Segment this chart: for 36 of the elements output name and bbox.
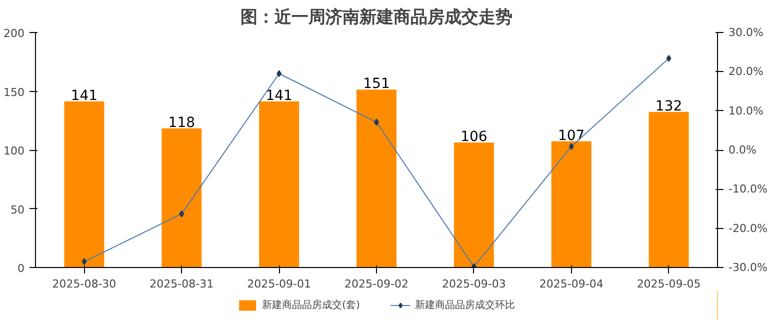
data-label: 151 [363,76,390,92]
y-tick-label: 50 [10,203,25,216]
x-tick-label: 2025-08-31 [150,278,214,290]
legend-label: 新建商品品房成交环比 [414,298,515,312]
x-tick-label: 2025-09-05 [636,278,701,290]
data-label: 141 [70,88,98,104]
bar [162,128,202,268]
y2-tick-label: -20.0% [728,222,768,235]
x-tick-label: 2025-09-01 [247,278,312,290]
data-label: 118 [168,114,196,131]
bar [356,90,396,268]
data-label: 141 [266,88,292,104]
bar [259,101,300,268]
bar [454,142,494,268]
y-tick-label: 0 [18,262,24,275]
y-tick-label: 200 [4,27,25,40]
x-tick-label: 2025-09-02 [344,278,408,290]
y-tick-label: 150 [4,86,25,99]
y2-tick-label: 30.0% [728,26,764,39]
y2-tick-label: 0.0% [728,144,756,156]
y2-tick-label: 10.0% [728,104,764,118]
data-label: 107 [558,128,585,144]
y-tick-label: 100 [4,144,25,158]
data-label: 106 [460,128,488,145]
bar [64,101,104,268]
x-tick-label: 2025-08-30 [52,278,116,290]
data-label: 132 [655,98,682,114]
bar [648,112,689,268]
y2-tick-label: 20.0% [728,65,764,78]
x-tick-label: 2025-09-03 [442,278,506,290]
x-tick-label: 2025-09-04 [539,278,604,290]
chart-title: 图：近一周济南新建商品房成交走势 [240,8,512,28]
legend-label: 新建商品品房成交(套) [262,298,360,312]
y2-tick-label: -30.0% [728,261,768,274]
bar [551,141,592,268]
y2-tick-label: -10.0% [728,182,768,196]
